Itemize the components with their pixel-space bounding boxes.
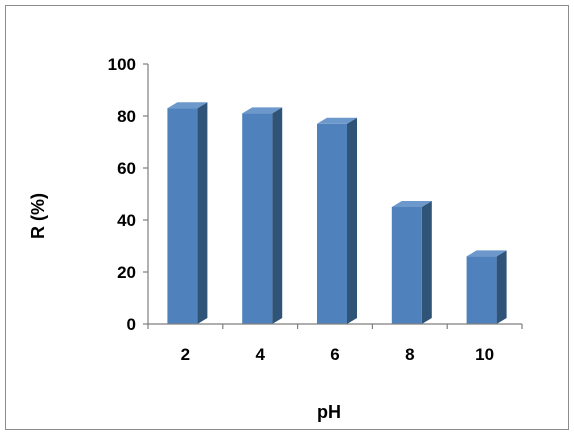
bar-side-face: [496, 250, 507, 324]
bar-top-face: [466, 250, 507, 257]
bar: [391, 201, 432, 324]
bar: [466, 250, 507, 324]
bar-top-face: [242, 107, 283, 114]
bar-side-face: [272, 107, 283, 325]
x-ticks: 2 4 6 8 10: [147, 324, 523, 364]
bar-top-face: [317, 117, 357, 124]
y-tick-label: 80: [117, 107, 136, 126]
x-tick-label: 2: [181, 345, 190, 364]
y-ticks: 0 20 40 60 80 100: [108, 55, 148, 334]
y-tick-label: 100: [108, 55, 136, 74]
y-tick-label: 60: [117, 159, 136, 178]
x-axis-title: pH: [317, 402, 341, 422]
y-tick-label: 20: [117, 263, 136, 282]
x-tick-label: 10: [475, 345, 494, 364]
bar-front-face: [466, 256, 497, 324]
bars-layer: [167, 102, 507, 325]
x-tick-label: 4: [255, 345, 265, 364]
bar-side-face: [197, 102, 208, 324]
bar: [242, 107, 283, 325]
y-axis-title: R (%): [28, 193, 48, 239]
bar-side-face: [347, 117, 357, 324]
x-tick-label: 6: [330, 345, 339, 364]
chart-border: [5, 5, 569, 430]
bar-front-face: [317, 123, 347, 324]
bar-front-face: [167, 108, 198, 324]
x-tick-label: 8: [405, 345, 414, 364]
y-tick-label: 40: [117, 211, 136, 230]
bar-top-face: [391, 201, 432, 207]
bar-front-face: [242, 113, 273, 325]
bar: [167, 102, 208, 324]
bar: [317, 117, 357, 324]
bar-front-face: [391, 207, 422, 324]
bar-top-face: [167, 102, 208, 109]
bar-side-face: [421, 201, 432, 324]
y-tick-label: 0: [127, 315, 136, 334]
